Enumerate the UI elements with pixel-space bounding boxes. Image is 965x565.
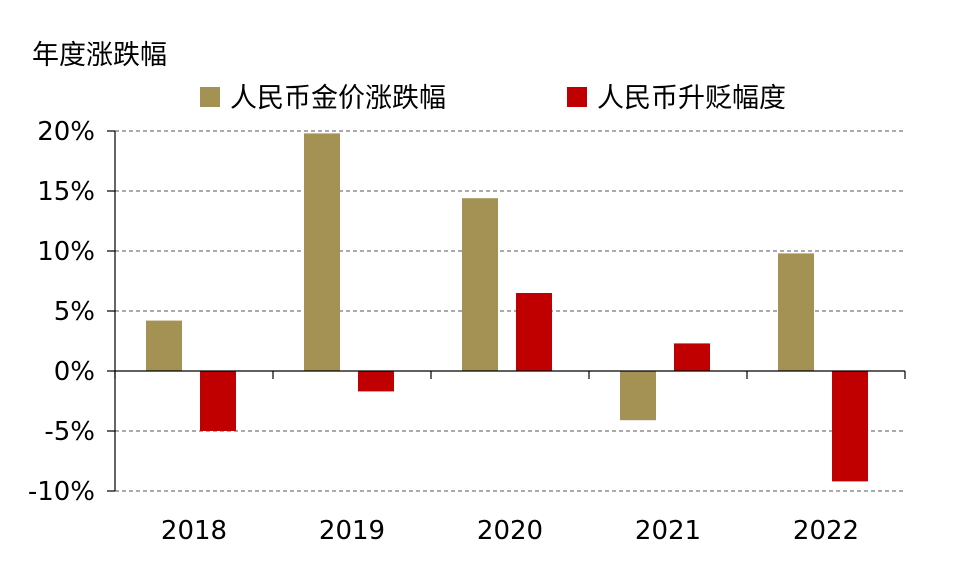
legend-label-gold: 人民币金价涨跌幅 bbox=[230, 83, 446, 114]
bar-rmb-change-2019 bbox=[358, 371, 394, 392]
y-tick-label: 20% bbox=[37, 117, 95, 147]
x-tick-label-2018: 2018 bbox=[161, 516, 227, 546]
grid-lines bbox=[107, 130, 905, 492]
x-axis-tick-labels: 2018 2019 2020 2021 2022 bbox=[161, 516, 859, 546]
bar-gold-change-2018 bbox=[146, 320, 182, 371]
bar-gold-change-2020 bbox=[462, 198, 498, 371]
y-tick-label: -5% bbox=[44, 417, 95, 447]
x-tick-label-2021: 2021 bbox=[635, 516, 701, 546]
legend: 人民币金价涨跌幅 人民币升贬幅度 bbox=[200, 83, 786, 114]
legend-swatch-rmb bbox=[567, 87, 587, 107]
y-tick-label: 15% bbox=[37, 177, 95, 207]
y-axis-tick-labels: 20% 15% 10% 5% 0% -5% -10% bbox=[28, 117, 95, 507]
x-tick-label-2019: 2019 bbox=[319, 516, 385, 546]
bar-gold-change-2022 bbox=[778, 253, 814, 371]
legend-swatch-gold bbox=[200, 87, 220, 107]
x-tick-label-2020: 2020 bbox=[477, 516, 543, 546]
bar-gold-change-2019 bbox=[304, 133, 340, 371]
y-tick-label: 10% bbox=[37, 237, 95, 267]
bar-rmb-change-2018 bbox=[200, 371, 236, 431]
bar-rmb-change-2022 bbox=[832, 371, 868, 482]
axes bbox=[114, 131, 906, 491]
y-axis-unit-label: 年度涨跌幅 bbox=[32, 40, 167, 71]
y-tick-label: 0% bbox=[54, 357, 95, 387]
x-tick-label-2022: 2022 bbox=[793, 516, 859, 546]
y-tick-label: 5% bbox=[54, 297, 95, 327]
bar-rmb-change-2021 bbox=[674, 343, 710, 371]
bars bbox=[146, 133, 868, 482]
bar-rmb-change-2020 bbox=[516, 293, 552, 371]
legend-label-rmb: 人民币升贬幅度 bbox=[597, 83, 786, 114]
bar-gold-change-2021 bbox=[620, 371, 656, 421]
y-tick-label: -10% bbox=[28, 477, 95, 507]
